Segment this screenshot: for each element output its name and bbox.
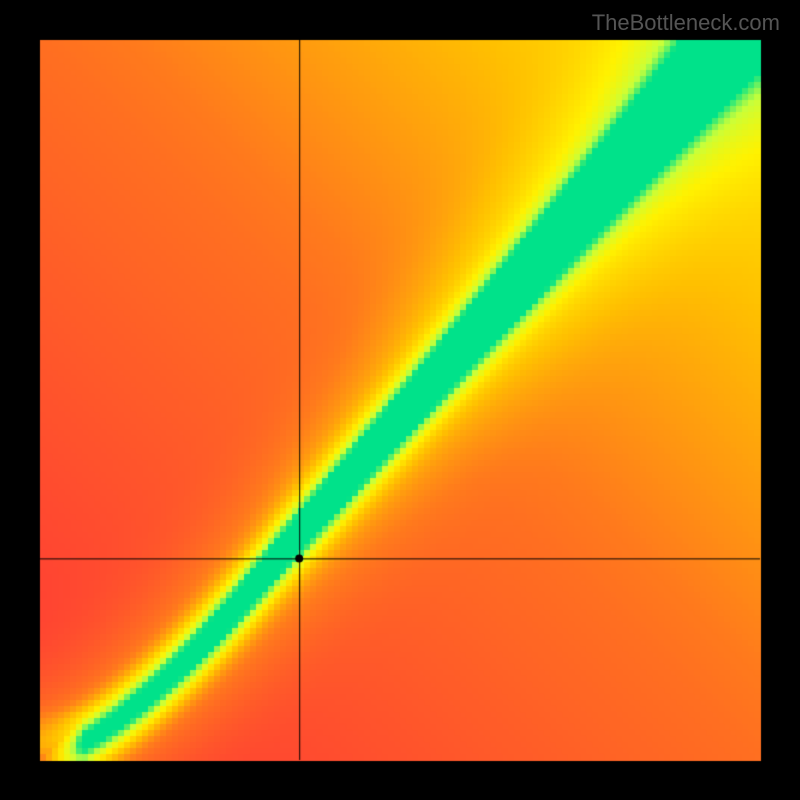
figure-container: TheBottleneck.com <box>0 0 800 800</box>
watermark-text: TheBottleneck.com <box>592 10 780 36</box>
bottleneck-heatmap <box>0 0 800 800</box>
